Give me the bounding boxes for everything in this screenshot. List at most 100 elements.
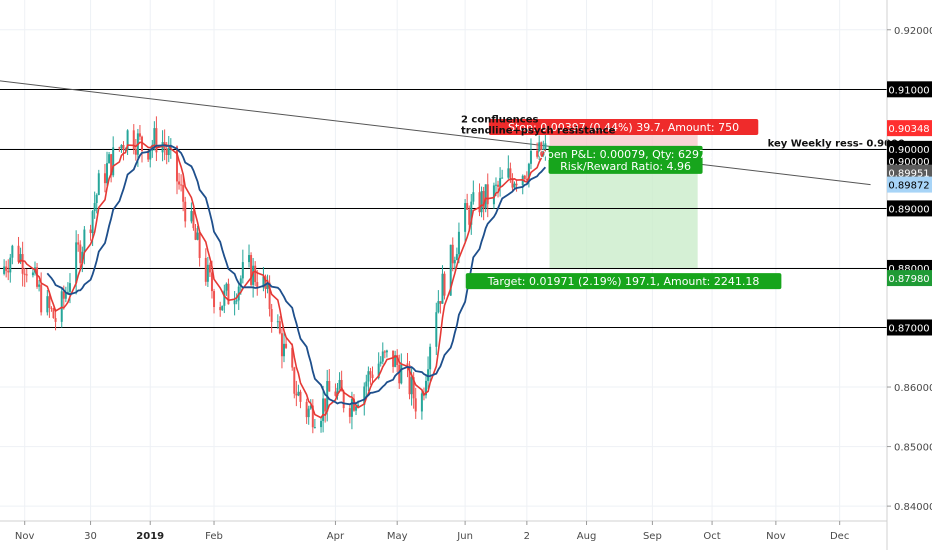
- candle-body: [25, 274, 28, 276]
- candle-body: [297, 391, 300, 396]
- candle-body: [227, 283, 230, 305]
- candle-body: [293, 367, 296, 394]
- pnl-label-bg: [548, 145, 703, 174]
- candle-body: [178, 181, 181, 185]
- candle-body: [106, 163, 109, 184]
- candle-body: [398, 365, 401, 384]
- trendline[interactable]: [0, 80, 871, 186]
- candle-body: [340, 379, 343, 392]
- candle-body: [425, 380, 428, 396]
- candle-body: [7, 270, 10, 273]
- stop-label-text: Stop: 0.00397 (0.44%) 39.7, Amount: 750: [508, 121, 739, 134]
- candle-body: [108, 154, 111, 164]
- candle-body: [68, 283, 71, 292]
- candle-body: [219, 307, 222, 311]
- annotation-text-3: key Weekly ress- 0.9000: [768, 138, 905, 149]
- candle-body: [147, 150, 150, 160]
- candle-body: [169, 146, 172, 148]
- candle-body: [334, 391, 337, 396]
- candle-body: [309, 405, 312, 409]
- time-axis[interactable]: Nov 30 2019 Feb Apr May Jun 2 Aug Sep Oct Nov Dec: [15, 521, 849, 542]
- candle-body: [412, 377, 415, 399]
- candle-body: [120, 144, 123, 149]
- candle-body: [233, 300, 236, 305]
- candle-body: [180, 184, 183, 186]
- price-badge: 0.89872: [887, 176, 932, 193]
- price-badge-label: 0.90000: [888, 157, 929, 168]
- candle-body: [225, 283, 228, 291]
- time-tick-label: Nov: [766, 531, 786, 542]
- candle-body: [278, 321, 281, 334]
- target-label: Target: 0.01971 (2.19%) 197.1, Amount: 2…: [465, 273, 782, 290]
- time-tick-label: Apr: [327, 531, 345, 542]
- candle-body: [466, 203, 469, 210]
- candle-body: [36, 267, 39, 287]
- candle-body: [451, 244, 454, 264]
- candle-body: [206, 264, 209, 282]
- time-tick-label: Aug: [577, 531, 597, 542]
- candle-body: [81, 251, 84, 264]
- candle-body: [394, 354, 397, 367]
- candle-body: [494, 184, 497, 186]
- candle-body: [377, 363, 380, 379]
- candle-body: [248, 255, 251, 263]
- candle-body: [285, 343, 288, 348]
- candle-body: [192, 211, 195, 229]
- candle-body: [3, 266, 6, 274]
- candle-body: [155, 128, 158, 153]
- candle-body: [262, 276, 265, 288]
- candle-body: [501, 177, 504, 179]
- candle-body: [50, 307, 53, 309]
- candle-body: [194, 228, 197, 240]
- candle-body: [529, 150, 532, 164]
- candle-body: [283, 343, 286, 357]
- candle-body: [538, 142, 541, 157]
- price-badge-label: 0.87000: [888, 323, 929, 334]
- candle-body: [182, 184, 185, 202]
- candle-body: [153, 128, 156, 145]
- price-tick-label: 0.92000: [894, 26, 932, 37]
- time-tick-label: Nov: [15, 531, 35, 542]
- candle-body: [429, 346, 432, 370]
- candle-body: [371, 374, 374, 379]
- candle-body: [311, 405, 314, 428]
- candle-body: [435, 312, 438, 347]
- candle-body: [441, 273, 444, 304]
- price-badge: 0.90348: [887, 120, 932, 137]
- candle-body: [486, 184, 489, 205]
- candle-body: [381, 351, 384, 362]
- moving-average-slow: [46, 144, 547, 406]
- candle-body: [513, 183, 516, 188]
- candle-body: [536, 150, 539, 157]
- risk-reward-text: Risk/Reward Ratio: 4.96: [560, 160, 691, 173]
- candle-body: [363, 386, 366, 405]
- trendline-layer[interactable]: [0, 80, 871, 186]
- moving-averages: [17, 141, 547, 419]
- candle-body: [132, 130, 135, 149]
- candle-body: [478, 192, 481, 213]
- candle-body: [400, 363, 403, 384]
- candle-body: [457, 231, 460, 255]
- candle-body: [264, 276, 267, 289]
- candle-body: [525, 179, 528, 181]
- candle-body: [175, 146, 178, 182]
- candle-body: [484, 184, 487, 209]
- candle-body: [221, 305, 224, 311]
- candle-body: [112, 147, 115, 176]
- candle-body: [190, 211, 193, 222]
- candle-body: [198, 232, 201, 258]
- candle-body: [406, 363, 409, 365]
- candle-body: [367, 371, 370, 382]
- candle-body: [515, 183, 518, 186]
- candle-body: [184, 201, 187, 222]
- candle-body: [48, 296, 51, 308]
- candle-body: [280, 333, 283, 357]
- candle-body: [208, 264, 211, 273]
- candle-body: [470, 201, 473, 225]
- candle-body: [5, 266, 8, 271]
- price-badge-label: 0.89872: [888, 181, 929, 192]
- candle-body: [511, 177, 514, 188]
- candle-body: [305, 401, 308, 418]
